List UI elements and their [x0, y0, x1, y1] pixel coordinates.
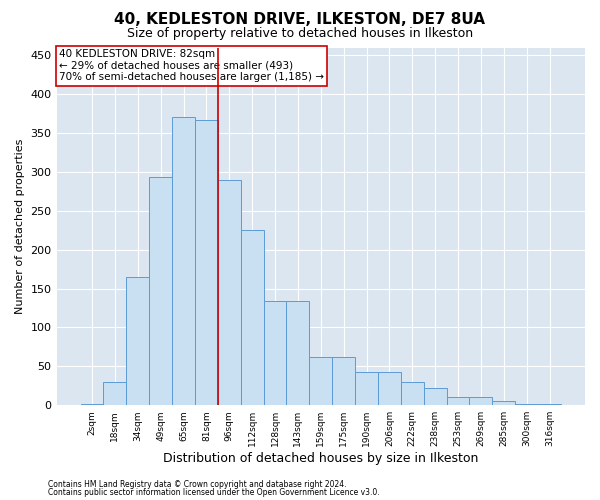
Bar — [80, 404, 103, 405]
Bar — [355, 372, 378, 405]
Text: 40 KEDLESTON DRIVE: 82sqm
← 29% of detached houses are smaller (493)
70% of semi: 40 KEDLESTON DRIVE: 82sqm ← 29% of detac… — [59, 50, 324, 82]
Bar — [332, 357, 355, 405]
X-axis label: Distribution of detached houses by size in Ilkeston: Distribution of detached houses by size … — [163, 452, 478, 465]
Bar — [401, 382, 424, 405]
Bar — [515, 404, 538, 405]
Bar — [218, 180, 241, 405]
Bar — [378, 372, 401, 405]
Y-axis label: Number of detached properties: Number of detached properties — [15, 138, 25, 314]
Bar — [538, 404, 561, 405]
Text: Contains HM Land Registry data © Crown copyright and database right 2024.: Contains HM Land Registry data © Crown c… — [48, 480, 347, 489]
Bar — [172, 118, 195, 405]
Bar — [195, 120, 218, 405]
Bar — [424, 388, 446, 405]
Bar — [263, 301, 286, 405]
Bar — [286, 301, 310, 405]
Bar — [493, 402, 515, 405]
Bar — [446, 398, 469, 405]
Bar — [241, 230, 263, 405]
Text: Contains public sector information licensed under the Open Government Licence v3: Contains public sector information licen… — [48, 488, 380, 497]
Bar — [149, 178, 172, 405]
Text: Size of property relative to detached houses in Ilkeston: Size of property relative to detached ho… — [127, 28, 473, 40]
Bar — [469, 398, 493, 405]
Bar — [103, 382, 127, 405]
Text: 40, KEDLESTON DRIVE, ILKESTON, DE7 8UA: 40, KEDLESTON DRIVE, ILKESTON, DE7 8UA — [115, 12, 485, 28]
Bar — [310, 357, 332, 405]
Bar — [127, 277, 149, 405]
